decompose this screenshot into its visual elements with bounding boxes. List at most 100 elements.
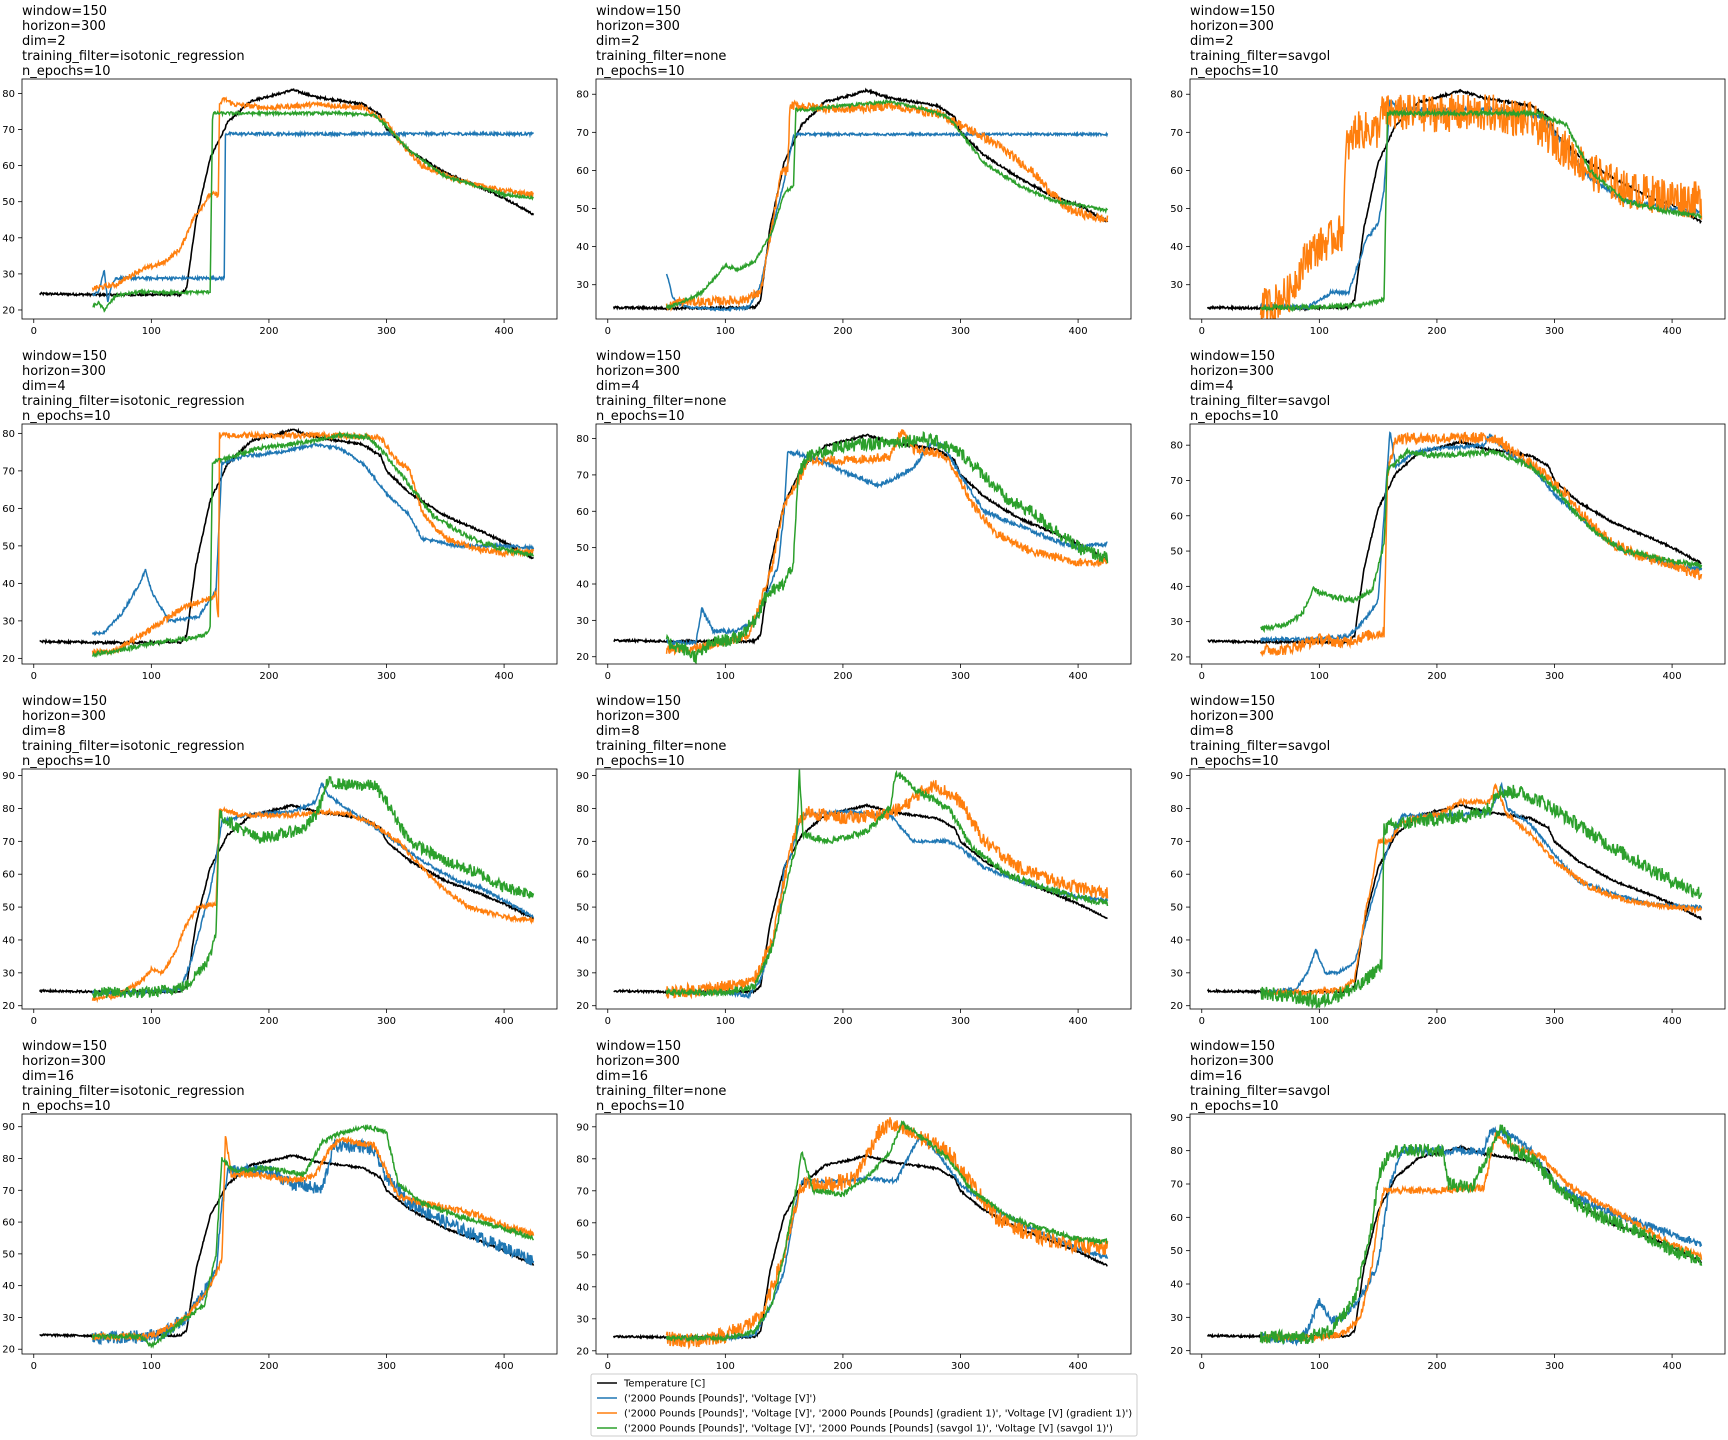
y-tick-label: 50 <box>2 541 15 552</box>
y-tick-label: 60 <box>1170 1213 1183 1224</box>
x-tick-label: 100 <box>1310 1016 1329 1027</box>
y-tick-label: 20 <box>2 305 15 316</box>
subplot-title-line: dim=4 <box>1190 379 1234 394</box>
subplot-title-line: training_filter=isotonic_regression <box>22 49 245 64</box>
subplot-9: window=150horizon=300dim=8training_filte… <box>1170 694 1726 1027</box>
x-tick-label: 300 <box>951 326 970 337</box>
y-tick-label: 40 <box>1170 1280 1183 1291</box>
series-line-series3 <box>92 109 534 313</box>
series-line-series2 <box>91 806 535 1004</box>
series-line-series3 <box>91 1123 535 1349</box>
y-tick-label: 50 <box>576 543 589 554</box>
x-tick-label: 300 <box>951 1016 970 1027</box>
x-tick-label: 200 <box>259 671 278 682</box>
y-tick-label: 40 <box>576 935 589 946</box>
subplot-title: window=150horizon=300dim=16training_filt… <box>1190 1039 1330 1114</box>
subplot-title: window=150horizon=300dim=8training_filte… <box>596 694 726 769</box>
subplot-title-line: n_epochs=10 <box>22 409 111 424</box>
y-tick-label: 40 <box>2 935 15 946</box>
subplot-title: window=150horizon=300dim=16training_filt… <box>596 1039 726 1114</box>
x-tick-label: 100 <box>1310 1361 1329 1372</box>
subplot-title-line: horizon=300 <box>596 1054 680 1069</box>
axes-frame <box>595 1113 1132 1355</box>
series-line-temperature <box>1206 1144 1703 1340</box>
series-line-series3 <box>1259 784 1703 1009</box>
subplot-title-line: training_filter=savgol <box>1190 49 1330 64</box>
subplot-title-line: horizon=300 <box>596 19 680 34</box>
y-tick-label: 50 <box>2 1249 15 1260</box>
y-tick-label: 20 <box>2 1345 15 1356</box>
x-tick-label: 0 <box>1199 326 1205 337</box>
axes-frame <box>1189 1113 1726 1355</box>
legend-entry-label: ('2000 Pounds [Pounds]', 'Voltage [V]', … <box>624 1409 1132 1420</box>
series-line-series1 <box>1259 1125 1703 1347</box>
axes-frame <box>595 423 1132 665</box>
axes-frame <box>1189 768 1726 1010</box>
y-tick-label: 80 <box>576 90 589 101</box>
series-group <box>39 427 535 658</box>
subplot-5: window=150horizon=300dim=4training_filte… <box>576 349 1132 682</box>
axes-frame <box>595 78 1132 320</box>
subplot-title-line: dim=4 <box>22 379 66 394</box>
subplot-2: window=150horizon=300dim=2training_filte… <box>576 4 1132 337</box>
subplot-8: window=150horizon=300dim=8training_filte… <box>576 694 1132 1027</box>
x-tick-label: 300 <box>377 326 396 337</box>
subplot-title: window=150horizon=300dim=4training_filte… <box>22 349 245 424</box>
y-tick-label: 30 <box>1170 617 1183 628</box>
y-tick-label: 70 <box>576 1186 589 1197</box>
y-tick-label: 80 <box>2 429 15 440</box>
subplot-title-line: training_filter=none <box>596 1084 726 1099</box>
x-tick-label: 300 <box>951 671 970 682</box>
series-line-series2 <box>1260 782 1703 998</box>
y-tick-label: 20 <box>1170 1346 1183 1357</box>
subplot-title-line: n_epochs=10 <box>1190 1099 1279 1114</box>
x-tick-label: 200 <box>833 1016 852 1027</box>
y-tick-label: 70 <box>1170 1180 1183 1191</box>
series-group <box>612 1117 1109 1350</box>
subplot-title-line: window=150 <box>596 1039 681 1054</box>
y-tick-label: 80 <box>1170 441 1183 452</box>
x-tick-label: 0 <box>605 671 611 682</box>
subplot-title-line: horizon=300 <box>22 364 106 379</box>
x-tick-label: 400 <box>1663 671 1682 682</box>
y-tick-label: 30 <box>576 280 589 291</box>
y-tick-label: 50 <box>1170 1246 1183 1257</box>
y-tick-label: 20 <box>576 1346 589 1357</box>
y-tick-label: 50 <box>2 903 15 914</box>
series-group <box>38 775 535 1004</box>
y-tick-label: 60 <box>576 870 589 881</box>
subplot-title-line: window=150 <box>1190 349 1275 364</box>
y-tick-label: 20 <box>1170 652 1183 663</box>
x-tick-label: 200 <box>833 1361 852 1372</box>
series-line-series3 <box>665 431 1109 664</box>
x-tick-label: 0 <box>31 1016 37 1027</box>
subplot-title-line: training_filter=savgol <box>1190 739 1330 754</box>
y-tick-label: 50 <box>2 197 15 208</box>
series-line-temperature <box>613 433 1108 645</box>
x-tick-label: 200 <box>259 1361 278 1372</box>
axes-frame <box>595 768 1132 1010</box>
y-tick-label: 30 <box>1170 1313 1183 1324</box>
y-tick-label: 80 <box>1170 1146 1183 1157</box>
subplot-title: window=150horizon=300dim=8training_filte… <box>1190 694 1330 769</box>
subplot-title-line: dim=2 <box>1190 34 1234 49</box>
series-line-temperature <box>39 1153 535 1340</box>
series-group <box>1206 1124 1703 1347</box>
x-tick-label: 0 <box>1199 1361 1205 1372</box>
subplot-title-line: training_filter=savgol <box>1190 394 1330 409</box>
subplot-11: window=150horizon=300dim=16training_filt… <box>576 1039 1132 1372</box>
subplot-title-line: horizon=300 <box>1190 1054 1274 1069</box>
x-tick-label: 0 <box>31 326 37 337</box>
y-tick-label: 40 <box>1170 582 1183 593</box>
subplot-4: window=150horizon=300dim=4training_filte… <box>2 349 558 682</box>
y-tick-label: 90 <box>1170 771 1183 782</box>
x-tick-label: 300 <box>1545 1361 1564 1372</box>
x-tick-label: 100 <box>142 326 161 337</box>
series-line-temperature <box>38 803 535 996</box>
x-tick-label: 0 <box>1199 671 1205 682</box>
x-tick-label: 100 <box>142 1361 161 1372</box>
y-tick-label: 70 <box>2 1186 15 1197</box>
subplot-title-line: n_epochs=10 <box>22 64 111 79</box>
y-tick-label: 20 <box>1170 1001 1183 1012</box>
x-tick-label: 0 <box>31 1361 37 1372</box>
